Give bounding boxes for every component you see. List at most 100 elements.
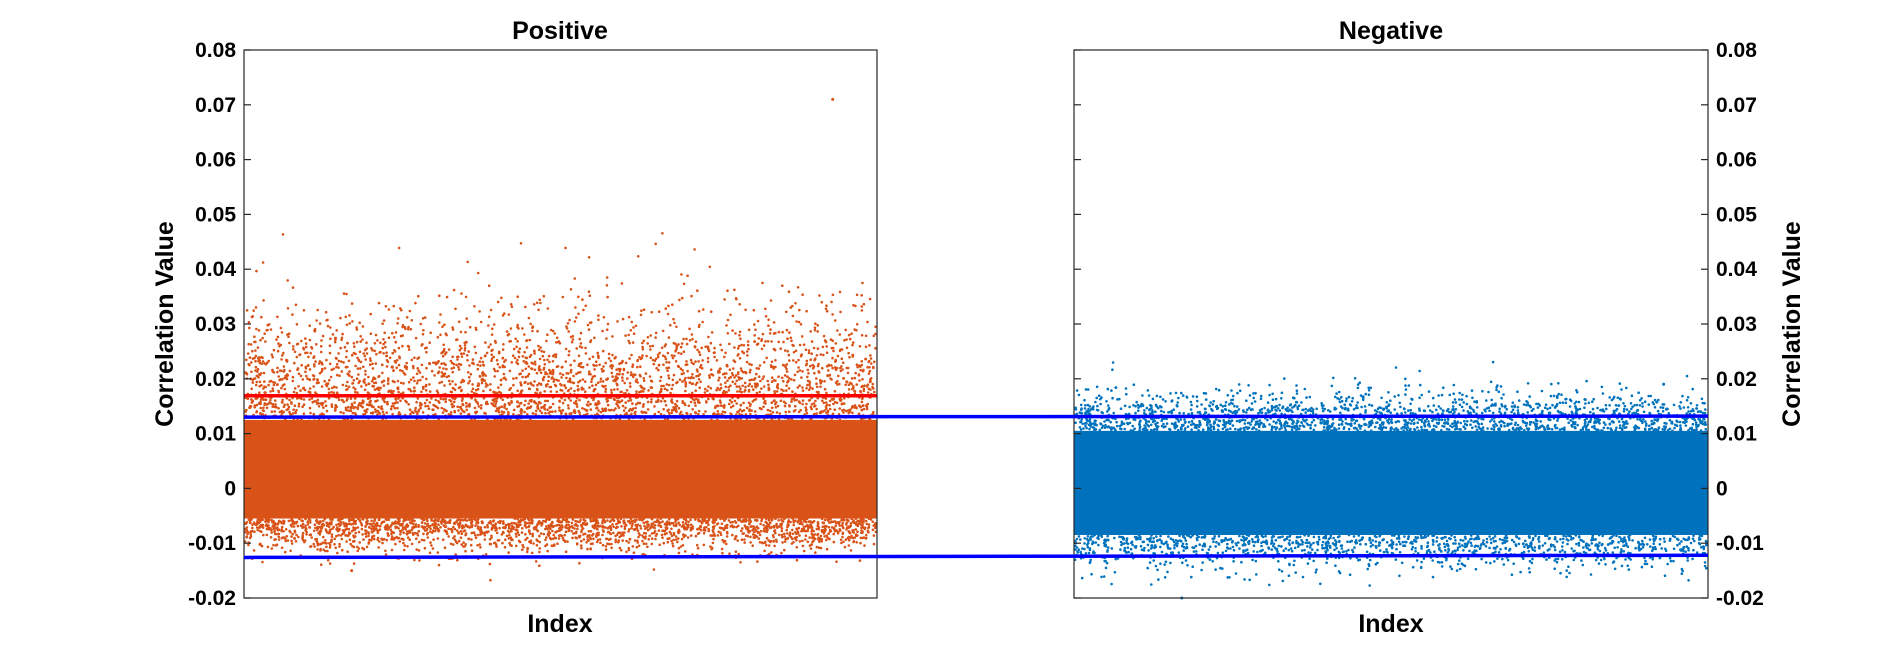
- scatter-point: [445, 367, 448, 371]
- scatter-point: [371, 531, 374, 534]
- scatter-point: [396, 322, 399, 325]
- scatter-point: [831, 293, 835, 297]
- scatter-point: [304, 517, 307, 521]
- scatter-point: [869, 518, 873, 521]
- scatter-point: [333, 537, 337, 541]
- scatter-point: [516, 517, 519, 521]
- scatter-point: [817, 362, 820, 366]
- scatter-point: [568, 318, 571, 322]
- scatter-point: [278, 344, 281, 348]
- scatter-point: [814, 551, 817, 554]
- scatter-point: [546, 307, 550, 310]
- scatter-point: [445, 375, 449, 379]
- scatter-point: [644, 411, 648, 415]
- scatter-point: [647, 528, 650, 532]
- scatter-point: [464, 549, 467, 553]
- scatter-point: [569, 370, 573, 374]
- scatter-point: [762, 523, 765, 527]
- scatter-point: [352, 540, 355, 543]
- scatter-point: [465, 408, 469, 412]
- scatter-point: [772, 321, 776, 324]
- scatter-point: [639, 313, 643, 317]
- scatter-point: [551, 520, 554, 524]
- scatter-point: [796, 532, 800, 535]
- scatter-point: [409, 378, 413, 382]
- scatter-point: [805, 411, 809, 415]
- scatter-point: [767, 518, 771, 522]
- scatter-point: [521, 355, 525, 358]
- scatter-point: [509, 386, 512, 390]
- scatter-point: [563, 533, 566, 537]
- scatter-point: [860, 400, 864, 404]
- scatter-point: [567, 388, 570, 392]
- scatter-point: [809, 405, 813, 409]
- scatter-point: [491, 348, 494, 352]
- scatter-point: [641, 341, 644, 345]
- scatter-point: [617, 400, 620, 403]
- scatter-point: [456, 358, 459, 361]
- scatter-point: [744, 388, 747, 392]
- scatter-point: [430, 519, 433, 522]
- scatter-point: [797, 358, 800, 362]
- scatter-point: [280, 546, 284, 550]
- scatter-point: [352, 379, 356, 382]
- scatter-point: [864, 334, 868, 338]
- scatter-point: [374, 409, 378, 413]
- scatter-point: [632, 326, 635, 329]
- scatter-point: [742, 401, 745, 405]
- scatter-point: [738, 385, 741, 388]
- scatter-point: [531, 362, 535, 365]
- scatter-point: [636, 523, 640, 526]
- scatter-point: [493, 541, 497, 545]
- scatter-point: [250, 387, 253, 391]
- scatter-point: [283, 383, 286, 386]
- scatter-point: [785, 328, 789, 332]
- scatter-point: [292, 348, 295, 351]
- scatter-point: [337, 533, 340, 537]
- scatter-point: [345, 388, 348, 392]
- scatter-point: [443, 347, 446, 351]
- scatter-point: [800, 529, 803, 533]
- scatter-point: [677, 537, 680, 540]
- scatter-point: [709, 368, 713, 372]
- scatter-point: [500, 296, 503, 300]
- scatter-point: [460, 355, 464, 358]
- scatter-point: [267, 524, 270, 527]
- scatter-point: [806, 379, 810, 383]
- scatter-point: [559, 388, 562, 392]
- scatter-point: [605, 397, 608, 401]
- scatter-point: [697, 309, 701, 313]
- scatter-point: [573, 527, 576, 530]
- scatter-point: [495, 545, 498, 548]
- scatter-point: [567, 372, 570, 375]
- scatter-point: [417, 369, 420, 373]
- scatter-point: [506, 333, 510, 337]
- scatter-point: [370, 379, 374, 383]
- positive-panel-title: Positive: [512, 17, 608, 45]
- scatter-point: [480, 378, 484, 381]
- scatter-point: [309, 351, 313, 355]
- scatter-point: [513, 517, 517, 520]
- scatter-point: [820, 539, 824, 543]
- scatter-point: [565, 520, 568, 524]
- scatter-point: [413, 379, 416, 383]
- scatter-point: [262, 371, 266, 375]
- scatter-point: [401, 369, 404, 373]
- scatter-point: [389, 407, 393, 411]
- scatter-point: [275, 338, 278, 341]
- scatter-point: [680, 352, 683, 356]
- scatter-point: [642, 552, 645, 556]
- scatter-point: [505, 330, 509, 333]
- scatter-point: [500, 405, 504, 409]
- scatter-point: [503, 403, 507, 406]
- scatter-point: [786, 375, 789, 379]
- scatter-point: [356, 391, 359, 394]
- scatter-point: [539, 301, 542, 305]
- scatter-point: [587, 255, 591, 259]
- scatter-point: [279, 326, 283, 330]
- scatter-point: [818, 294, 821, 297]
- scatter-point: [729, 313, 732, 317]
- scatter-point: [346, 550, 349, 553]
- scatter-point: [765, 521, 769, 525]
- scatter-point: [421, 375, 424, 379]
